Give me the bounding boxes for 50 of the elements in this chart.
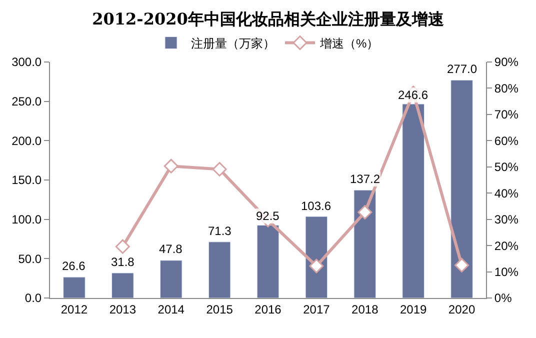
y2-tick-label: 60% <box>494 134 519 148</box>
point <box>454 258 470 272</box>
point <box>164 158 178 174</box>
x-tick-label: 2015 <box>206 302 234 316</box>
point <box>358 205 372 220</box>
y2-tick-label: 20% <box>494 238 519 253</box>
data-label: 47.8 <box>159 242 183 256</box>
point <box>115 239 130 254</box>
y-tick-label: 150.0 <box>12 173 42 188</box>
point <box>309 258 324 274</box>
data-label: 71.3 <box>208 224 232 238</box>
y-tick-label: 50.0 <box>18 252 42 266</box>
y2-tick-label: 10% <box>494 264 519 279</box>
data-label: 31.8 <box>111 255 135 269</box>
bar <box>112 272 134 298</box>
bar <box>63 276 86 298</box>
y2-tick-label: 80% <box>494 81 519 96</box>
x-tick-label: 2020 <box>448 302 476 316</box>
x-tick-label: 2016 <box>254 302 282 316</box>
y2-tick-label: 0% <box>494 291 512 306</box>
data-label: 103.6 <box>301 199 332 213</box>
y2-tick-label: 40% <box>494 186 519 200</box>
bar <box>354 190 376 298</box>
y-tick-label: 0.0 <box>24 291 42 306</box>
chart-title: 2012-2020年中国化妆品相关企业注册量及增速 <box>92 10 445 29</box>
bar <box>160 260 182 298</box>
x-tick-label: 2017 <box>303 302 330 316</box>
y2-tick-label: 70% <box>494 108 519 122</box>
data-label: 277.0 <box>447 62 478 76</box>
x-tick-label: 2019 <box>400 302 427 316</box>
x-tick-label: 2014 <box>158 302 185 316</box>
y2-tick-label: 90% <box>494 55 519 70</box>
y2-tick-label: 30% <box>494 212 519 227</box>
bar <box>450 80 473 298</box>
data-label: 26.6 <box>62 259 86 273</box>
x-tick-label: 2013 <box>109 302 136 316</box>
legend-label: 注册量（万家） <box>191 36 275 50</box>
y-tick-label: 100.0 <box>12 212 42 227</box>
y-tick-label: 200.0 <box>12 134 42 148</box>
point <box>212 162 227 176</box>
bar <box>402 104 424 298</box>
x-tick-label: 2012 <box>60 302 88 316</box>
y2-tick-label: 50% <box>494 160 519 174</box>
data-label: 137.2 <box>350 172 380 186</box>
legend-label: 增速（%） <box>319 36 379 50</box>
y-tick-label: 300.0 <box>12 55 42 70</box>
y-tick-label: 250.0 <box>12 94 42 109</box>
bar <box>208 242 231 298</box>
x-tick-label: 2018 <box>352 302 379 316</box>
data-label: 92.5 <box>256 209 280 223</box>
